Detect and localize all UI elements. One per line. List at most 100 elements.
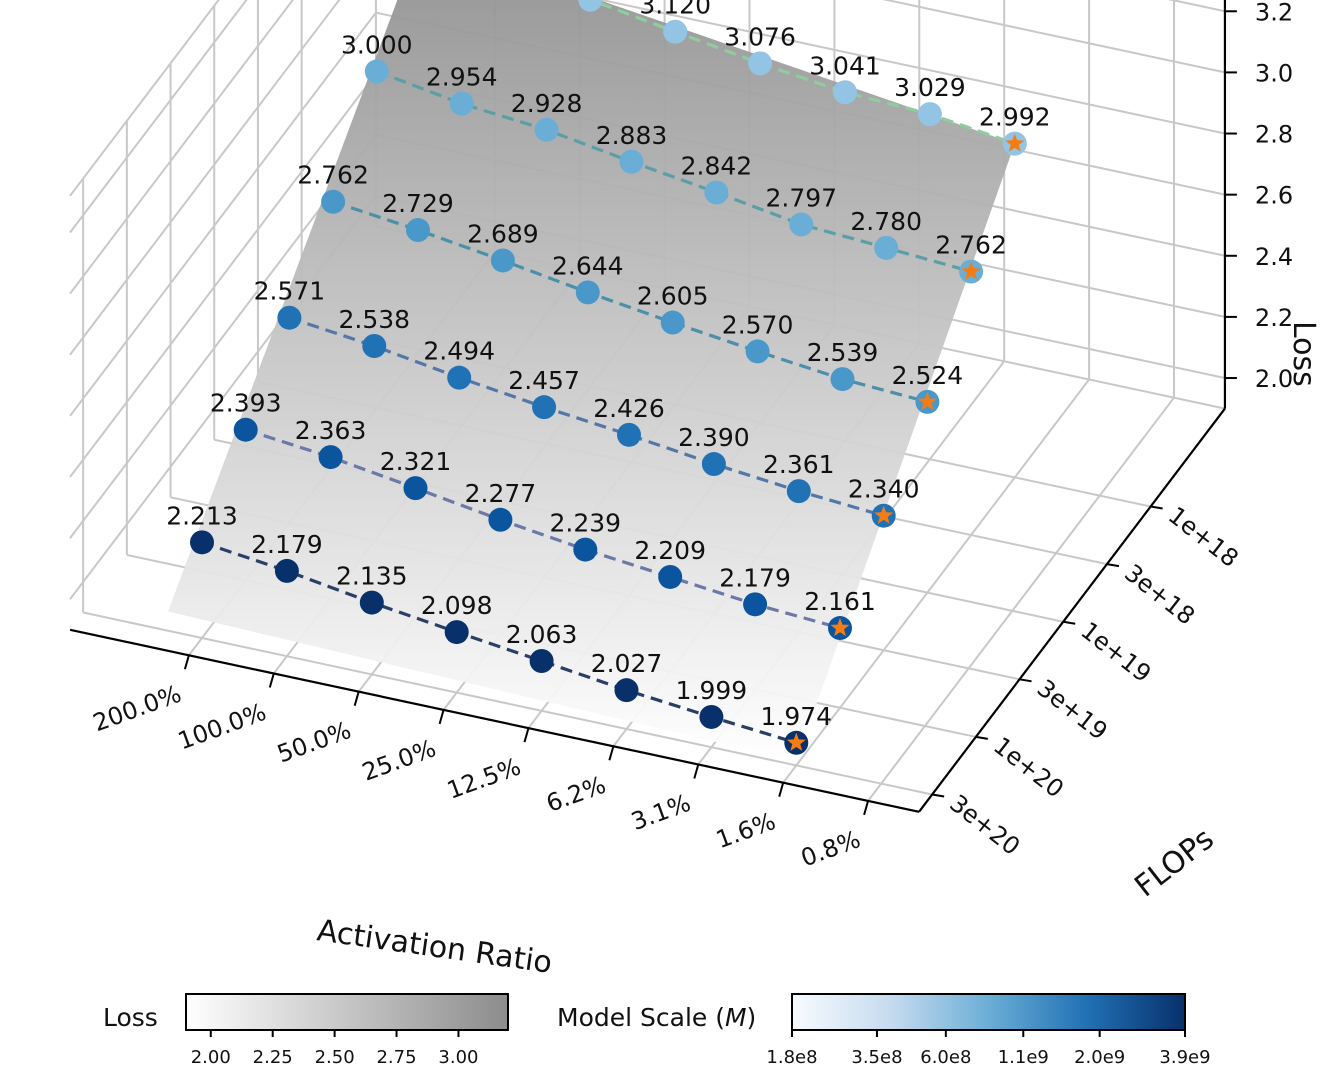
- z-tick-label: 3.2: [1255, 0, 1293, 26]
- loss-surface: [168, 0, 1015, 762]
- data-point: [532, 395, 557, 420]
- x-axis-tick: [693, 764, 700, 779]
- floor-gridline: [82, 611, 933, 796]
- z-tick-label: 3.0: [1255, 59, 1293, 87]
- side-wall-gridline: [69, 0, 248, 234]
- z-tick-label: 2.4: [1255, 243, 1293, 271]
- data-point: [786, 479, 811, 504]
- floor-gridline: [782, 378, 1090, 784]
- model-scale-colorbar-gradient: [791, 993, 1186, 1031]
- x-axis-tick: [353, 691, 360, 706]
- data-point: [575, 280, 600, 305]
- data-point: [318, 445, 343, 470]
- data-label: 2.780: [850, 207, 922, 236]
- data-point: [321, 189, 346, 214]
- data-point: [699, 704, 724, 729]
- model-scale-colorbar-tick-label: 3.9e9: [1159, 1047, 1210, 1068]
- data-label: 2.494: [423, 337, 495, 366]
- data-label: 2.571: [254, 277, 326, 306]
- x-tick-label: 200.0%: [89, 680, 185, 738]
- y-axis-tick: [1150, 505, 1163, 510]
- x-tick-label: 3.1%: [627, 789, 694, 836]
- data-label: 2.209: [634, 536, 706, 565]
- data-point: [449, 91, 474, 116]
- data-point: [701, 452, 726, 477]
- loss-colorbar-tick-label: 2.75: [376, 1047, 416, 1068]
- loss-surface-plane: [168, 0, 1015, 762]
- data-point: [743, 592, 768, 617]
- data-label: 2.393: [210, 389, 282, 418]
- data-label: 2.570: [722, 310, 794, 339]
- side-wall-gridline: [69, 73, 377, 478]
- z-axis-label: Loss: [1286, 321, 1321, 387]
- data-label: 2.179: [251, 530, 323, 559]
- model-scale-colorbar-tick-label: 1.8e8: [766, 1047, 817, 1068]
- y-axis-tick: [1106, 563, 1120, 568]
- best-point-star-icon: [786, 732, 806, 751]
- data-point: [534, 117, 559, 142]
- side-wall-gridline: [69, 0, 341, 356]
- model-scale-colorbar: Model Scale (M) 1.8e8 3.5e8 6.0e8 1.1e9 2.0e…: [557, 993, 1211, 1068]
- model-scale-colorbar-label: Model Scale (M): [557, 1003, 756, 1032]
- data-label: 2.842: [681, 151, 753, 180]
- data-label: 1.974: [761, 702, 833, 731]
- data-label: 2.321: [380, 447, 452, 476]
- data-point: [617, 422, 641, 447]
- series-3e+18: 3.000 2.954 2.928 2.883 2.842 2.797 2.780 2.762: [341, 30, 1007, 284]
- series-line: [245, 428, 841, 630]
- side-wall-gridline: [69, 0, 220, 197]
- data-point: [619, 149, 644, 174]
- data-label: 2.954: [426, 63, 498, 92]
- y-tick-label: 1e+20: [988, 732, 1069, 804]
- data-label: 2.762: [935, 231, 1007, 260]
- side-wall-gridline: [69, 12, 377, 417]
- x-tick-label: 0.8%: [797, 825, 864, 872]
- data-label: 2.689: [467, 219, 539, 248]
- data-label: 2.729: [382, 189, 454, 218]
- data-label: 3.041: [809, 51, 881, 80]
- model-scale-colorbar-tick-label: 1.1e9: [998, 1047, 1049, 1068]
- data-point: [874, 235, 899, 260]
- data-label: 2.644: [552, 251, 624, 280]
- loss-colorbar-tick-label: 2.00: [191, 1047, 231, 1068]
- data-label: 2.538: [339, 305, 411, 334]
- y-axis-tick: [1063, 620, 1076, 625]
- data-label: 1.999: [676, 676, 748, 705]
- z-tick-label: 2.8: [1255, 121, 1293, 149]
- data-label: 2.098: [421, 591, 493, 620]
- z-tick-label: 2.0: [1255, 365, 1293, 393]
- loss-colorbar-label: Loss: [103, 1003, 158, 1032]
- data-label: 3.120: [639, 0, 711, 20]
- side-wall-gridline: [69, 0, 295, 295]
- data-point: [573, 537, 598, 562]
- x-tick-label: 1.6%: [712, 807, 779, 854]
- loss-colorbar-tick-label: 3.00: [438, 1047, 478, 1068]
- z-tick-label: 2.6: [1255, 182, 1293, 210]
- series-line: [332, 200, 928, 404]
- data-point: [658, 564, 683, 589]
- data-point: [833, 80, 857, 105]
- data-label: 2.277: [465, 479, 537, 508]
- y-tick-label: 3e+18: [1119, 559, 1200, 631]
- data-point: [663, 19, 688, 44]
- series-line: [376, 69, 972, 274]
- data-point: [748, 51, 773, 76]
- x-tick-label: 50.0%: [274, 716, 355, 768]
- data-point: [403, 476, 428, 501]
- data-series: 3.2373.2013.1653.1203.0763.0413.0292.992…: [166, 0, 1051, 755]
- series-3e+19: 2.571 2.538 2.494 2.457 2.426 2.390 2.361 2.340: [254, 277, 919, 528]
- y-axis-tick: [1019, 678, 1032, 683]
- x-tick-label: 6.2%: [543, 771, 610, 818]
- floor-gridline: [867, 397, 1175, 802]
- series-1e+19: 2.762 2.729 2.689 2.644 2.605 2.570 2.539 2.524: [297, 161, 963, 414]
- data-label: 2.762: [297, 161, 369, 190]
- data-label: 2.161: [804, 587, 876, 616]
- data-point: [614, 678, 639, 703]
- loss-colorbar-gradient: [185, 993, 509, 1031]
- series-line: [586, 0, 1016, 146]
- x-axis-tick: [608, 746, 615, 761]
- data-label: 3.000: [341, 30, 413, 59]
- model-scale-colorbar-tick-label: 3.5e8: [851, 1047, 902, 1068]
- data-label: 2.457: [508, 366, 580, 395]
